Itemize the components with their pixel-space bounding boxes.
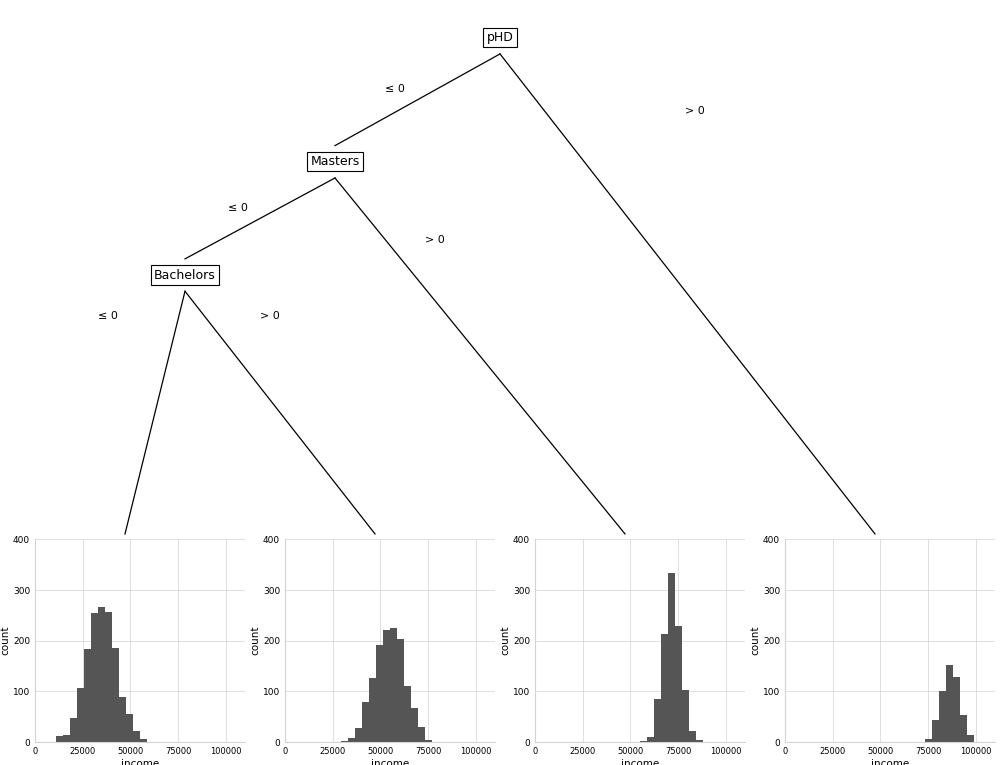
Bar xyxy=(418,727,425,742)
Bar xyxy=(682,690,689,742)
Bar xyxy=(133,731,140,742)
Y-axis label: count: count xyxy=(250,626,260,656)
Bar xyxy=(119,697,126,742)
Bar xyxy=(348,738,355,742)
Text: Bachelors: Bachelors xyxy=(154,269,216,282)
Text: > 0: > 0 xyxy=(425,235,445,245)
Bar xyxy=(689,731,696,742)
Bar xyxy=(369,679,376,742)
Bar xyxy=(654,699,661,742)
Bar xyxy=(105,612,112,742)
Y-axis label: count: count xyxy=(500,626,510,656)
Bar xyxy=(946,665,953,742)
Text: pHD: pHD xyxy=(487,31,513,44)
Bar xyxy=(960,715,967,742)
Bar xyxy=(675,626,682,742)
X-axis label: income: income xyxy=(871,759,909,765)
Bar xyxy=(668,573,675,742)
Bar xyxy=(967,735,974,742)
Bar xyxy=(932,720,939,742)
Text: Masters: Masters xyxy=(310,155,360,168)
Bar xyxy=(425,740,432,742)
Y-axis label: count: count xyxy=(750,626,760,656)
Bar xyxy=(140,739,147,742)
Bar xyxy=(939,691,946,742)
Bar xyxy=(397,640,404,742)
Bar xyxy=(126,715,133,742)
Bar xyxy=(404,685,411,742)
X-axis label: income: income xyxy=(621,759,659,765)
Text: ≤ 0: ≤ 0 xyxy=(385,84,405,94)
Bar xyxy=(953,677,960,742)
Bar xyxy=(411,708,418,742)
Text: ≤ 0: ≤ 0 xyxy=(98,311,118,321)
Bar xyxy=(925,738,932,742)
Bar xyxy=(70,718,77,742)
Bar xyxy=(696,740,703,742)
Y-axis label: count: count xyxy=(0,626,10,656)
Bar xyxy=(661,633,668,742)
Bar xyxy=(84,649,91,742)
Bar xyxy=(362,702,369,742)
Bar xyxy=(647,737,654,742)
Bar xyxy=(56,737,63,742)
Text: > 0: > 0 xyxy=(260,311,280,321)
Bar xyxy=(376,645,383,742)
Bar xyxy=(91,613,98,742)
Bar xyxy=(112,648,119,742)
Bar xyxy=(355,728,362,742)
Text: ≤ 0: ≤ 0 xyxy=(228,203,248,213)
Bar xyxy=(383,630,390,742)
Bar xyxy=(63,735,70,742)
Bar xyxy=(390,627,397,742)
Bar xyxy=(98,607,105,742)
Bar xyxy=(77,688,84,742)
Bar xyxy=(640,741,647,742)
Bar xyxy=(341,741,348,742)
X-axis label: income: income xyxy=(371,759,409,765)
Text: > 0: > 0 xyxy=(685,106,705,116)
X-axis label: income: income xyxy=(121,759,159,765)
